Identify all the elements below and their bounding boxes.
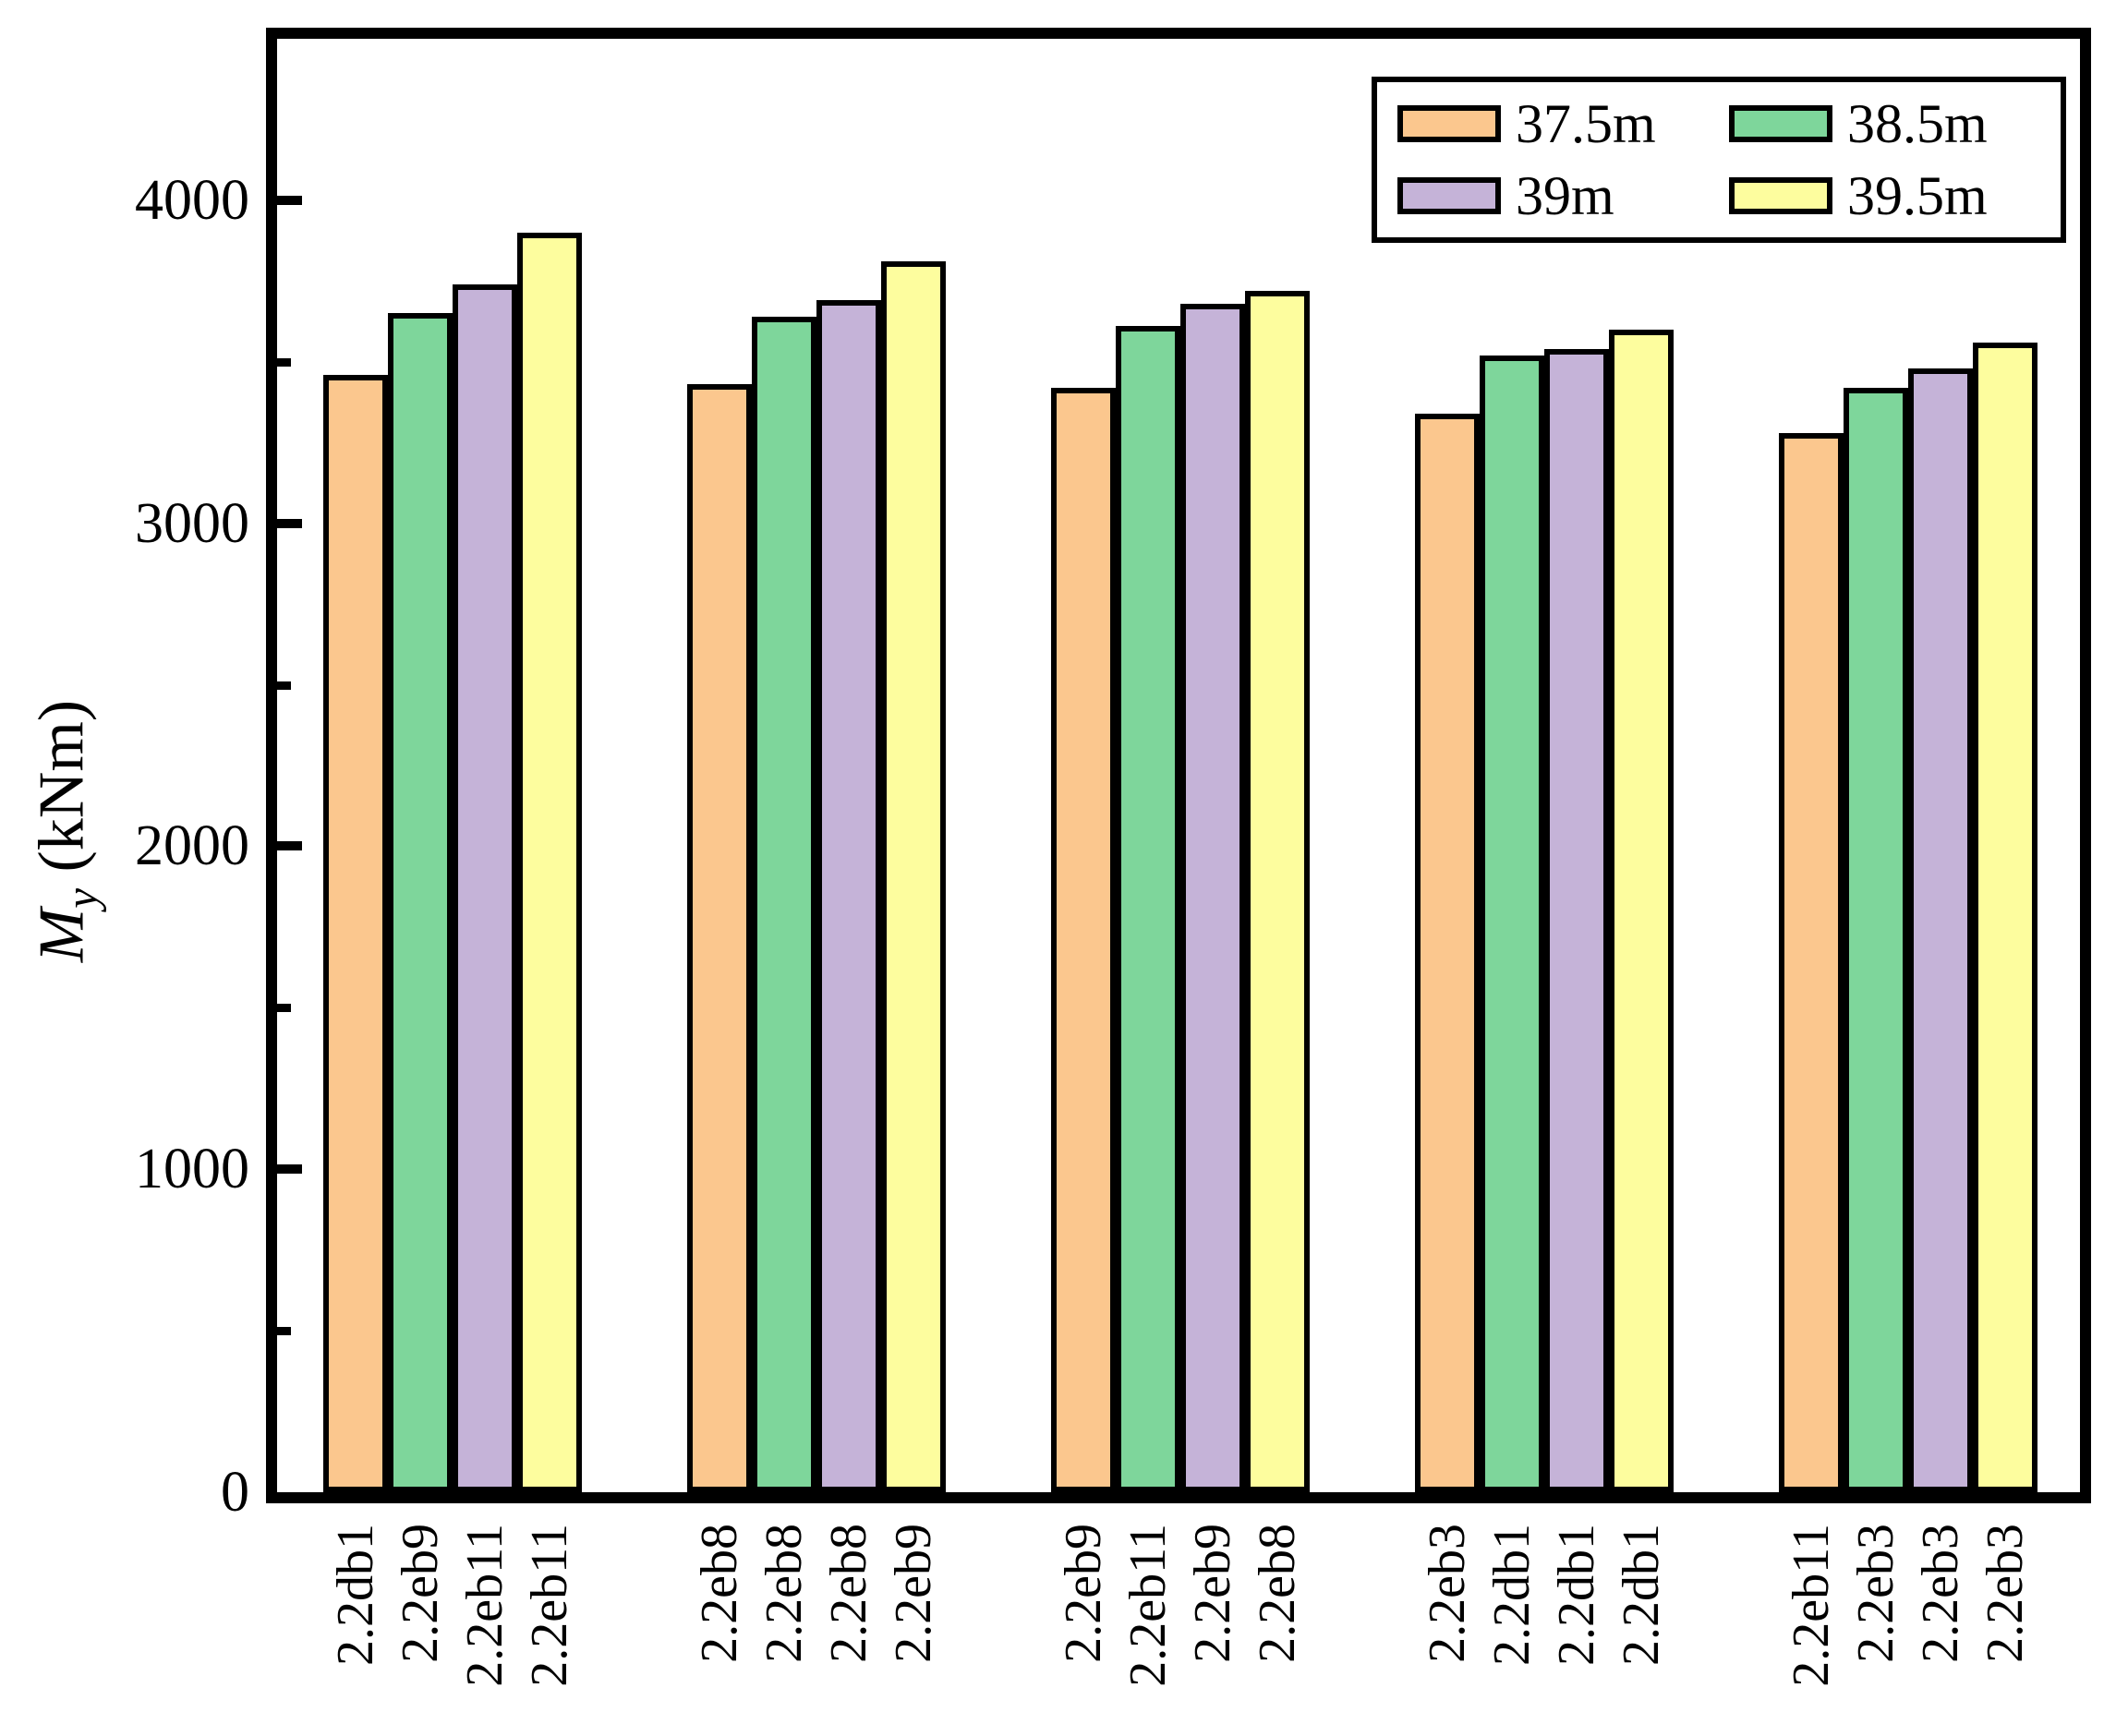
- y-major-tick: [277, 195, 302, 205]
- x-tick-label: 2.2db1: [327, 1524, 384, 1666]
- bar-39.5m-group4: [1609, 330, 1674, 1492]
- bar-38.5m-group2: [752, 317, 816, 1492]
- bar-39m-group2: [816, 300, 881, 1492]
- legend-item: 39.5m: [1729, 168, 2061, 223]
- y-minor-tick: [277, 681, 291, 690]
- legend-swatch-39-5m: [1729, 177, 1832, 214]
- legend-label: 38.5m: [1847, 93, 1988, 154]
- legend-item: 39m: [1397, 168, 1729, 223]
- y-tick-label: 1000: [135, 1138, 249, 1201]
- bar-38.5m-group3: [1116, 326, 1180, 1492]
- bar-39.5m-group2: [881, 261, 946, 1492]
- y-minor-tick: [277, 1327, 291, 1336]
- legend-label: 37.5m: [1516, 93, 1656, 154]
- y-major-tick: [277, 841, 302, 851]
- bar-37.5m-group2: [687, 384, 752, 1492]
- bar-37.5m-group3: [1051, 388, 1116, 1492]
- y-major-tick: [277, 1164, 302, 1175]
- x-tick-label: 2.2eb9: [885, 1524, 942, 1663]
- x-tick-label: 2.2eb9: [1055, 1524, 1112, 1663]
- x-tick-label: 2.2eb9: [1184, 1524, 1241, 1663]
- legend-item: 37.5m: [1397, 96, 1729, 151]
- x-tick-label: 2.2eb8: [756, 1524, 813, 1663]
- x-tick-label: 2.2eb9: [392, 1524, 449, 1663]
- bar-37.5m-group1: [323, 375, 388, 1492]
- bar-39m-group1: [453, 284, 517, 1492]
- y-tick-label: 2000: [135, 814, 249, 878]
- y-major-tick: [277, 518, 302, 528]
- legend-item: 38.5m: [1729, 96, 2061, 151]
- y-tick-label: 0: [221, 1461, 249, 1524]
- legend-swatch-37-5m: [1397, 105, 1501, 142]
- x-tick-label: 2.2eb8: [820, 1524, 877, 1663]
- legend-label: 39.5m: [1847, 165, 1988, 226]
- x-tick-label: 2.2eb3: [1847, 1524, 1904, 1663]
- x-tick-label: 2.2eb3: [1977, 1524, 2034, 1663]
- bar-39m-group5: [1908, 368, 1973, 1492]
- y-axis-variable: M: [26, 908, 98, 963]
- legend-swatch-38-5m: [1729, 105, 1832, 142]
- bar-38.5m-group4: [1480, 356, 1544, 1492]
- y-minor-tick: [277, 1004, 291, 1013]
- x-tick-label: 2.2db1: [1548, 1524, 1605, 1666]
- x-tick-label: 2.2eb3: [1419, 1524, 1476, 1663]
- bar-38.5m-group1: [388, 313, 453, 1492]
- bar-39m-group4: [1544, 349, 1609, 1492]
- bar-39.5m-group5: [1973, 343, 2037, 1492]
- legend-swatch-39m: [1397, 177, 1501, 214]
- x-tick-label: 2.2eb11: [521, 1524, 578, 1687]
- y-tick-label: 3000: [135, 491, 249, 555]
- x-tick-label: 2.2eb8: [691, 1524, 748, 1663]
- legend: 37.5m 38.5m 39m 39.5m: [1372, 77, 2066, 243]
- x-tick-label: 2.2eb11: [456, 1524, 514, 1687]
- bar-39m-group3: [1180, 304, 1245, 1492]
- y-axis-subscript: y: [55, 888, 107, 909]
- bar-38.5m-group5: [1844, 388, 1908, 1492]
- bar-39.5m-group1: [517, 233, 582, 1492]
- bar-37.5m-group4: [1415, 414, 1480, 1492]
- x-tick-label: 2.2db1: [1483, 1524, 1541, 1666]
- x-tick-label: 2.2eb3: [1912, 1524, 1969, 1663]
- x-tick-label: 2.2eb11: [1119, 1524, 1177, 1687]
- bar-37.5m-group5: [1779, 433, 1844, 1492]
- y-minor-tick: [277, 357, 291, 367]
- bar-39.5m-group3: [1245, 291, 1310, 1492]
- x-tick-label: 2.2eb11: [1783, 1524, 1840, 1687]
- plot-area-frame: [266, 28, 2091, 1503]
- x-tick-label: 2.2db1: [1613, 1524, 1670, 1666]
- y-tick-label: 4000: [135, 168, 249, 232]
- legend-label: 39m: [1516, 165, 1614, 226]
- x-tick-label: 2.2eb8: [1249, 1524, 1306, 1663]
